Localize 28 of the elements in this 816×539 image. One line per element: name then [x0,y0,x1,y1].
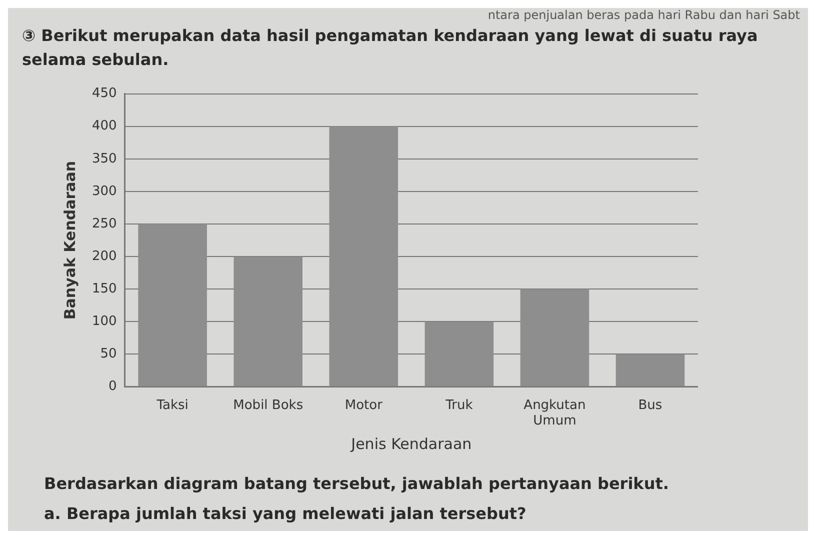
x-tick-label: Motor [344,398,384,413]
y-tick-label: 400 [92,118,117,134]
y-tick-label: 150 [92,282,117,297]
chart-title: ③ Berikut merupakan data hasil pengamatan kendaraan yang lewat di suatu raya selama sebulan. [22,25,759,71]
bar [424,322,494,386]
y-axis-title: Banyak Kendaraan [60,160,79,320]
y-tick-label: 250 [92,216,117,232]
y-tick-label: 50 [100,346,117,362]
text: a. Berapa jumlah taksi yang melewati jalan tersebut? [44,504,526,523]
bar [520,289,590,386]
x-tick-label: Angkutan Umum [524,398,586,429]
bar [138,224,207,386]
y-tick-label: 450 [92,86,117,102]
y-tick-label: 200 [92,248,117,264]
bar [329,126,398,386]
x-tick-label: Truk [444,398,474,413]
text: ntara penjualan beras pada hari Rabu dan hari Sabt [488,8,800,22]
y-tick-label: 350 [92,151,117,166]
bar [616,354,685,386]
y-tick-label: 0 [108,379,117,394]
x-tick-label: Bus [638,398,662,413]
bar [234,256,302,386]
x-axis-title: Jenis Kendaraan [350,434,472,453]
x-tick-label: Mobil Boks [233,398,304,413]
y-tick-label: 100 [92,314,117,330]
x-tick-label: Taksi [156,398,188,413]
text: Berdasarkan diagram batang tersebut, jawablah pertanyaan berikut. [44,474,669,493]
y-tick-label: 300 [92,184,117,199]
